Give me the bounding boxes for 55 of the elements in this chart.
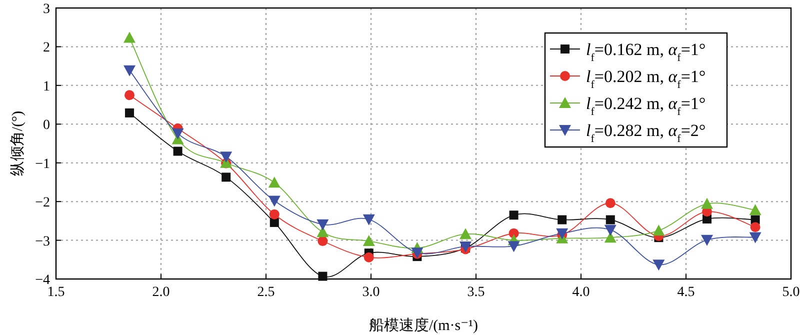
x-tick-label: 5.0 (782, 285, 800, 300)
point (750, 222, 760, 232)
y-tick-label: −1 (35, 156, 50, 172)
point (270, 218, 279, 227)
x-tick-label: 2.0 (152, 285, 170, 300)
point (652, 260, 665, 271)
legend-label: l$_{f}$=0.242 m, α$_{f}$=1° (586, 94, 706, 118)
point (509, 210, 518, 220)
x-tick-label: 4.5 (677, 285, 695, 300)
x-tick-label: 4.0 (572, 285, 590, 300)
point (605, 198, 616, 208)
point (362, 235, 375, 246)
point (606, 215, 615, 224)
point (558, 215, 567, 224)
point (318, 272, 328, 281)
x-axis-title: 船模速度/(m·s⁻¹) (368, 317, 478, 334)
y-tick-label: 2 (43, 40, 50, 56)
point (460, 228, 472, 240)
legend-label: l$_{f}$=0.162 m, α$_{f}$=1° (586, 40, 706, 64)
point (460, 241, 472, 252)
point (362, 214, 375, 226)
x-tick-label: 3.0 (362, 285, 380, 300)
point (124, 90, 134, 100)
point (222, 172, 231, 182)
y-tick-label: 3 (43, 2, 50, 17)
x-tick-label: 2.5 (257, 285, 275, 300)
y-tick-label: −2 (35, 196, 50, 211)
x-tick-label: 3.5 (467, 285, 485, 300)
point (269, 209, 280, 220)
point (268, 176, 280, 188)
point (124, 65, 136, 76)
point (220, 152, 232, 163)
point (701, 198, 713, 209)
point (268, 196, 280, 207)
y-tick-label: 0 (43, 118, 50, 134)
point (508, 241, 520, 252)
point (316, 219, 329, 230)
point (125, 108, 134, 118)
point (749, 232, 762, 244)
point (318, 236, 328, 246)
y-tick-label: −3 (35, 234, 50, 250)
y-axis-title: 纵倾角/(°) (9, 110, 26, 176)
point (364, 252, 374, 262)
point (749, 204, 762, 216)
y-tick-label: 1 (43, 79, 50, 94)
point (604, 224, 616, 236)
x-tick-label: 1.5 (47, 285, 65, 300)
legend-label: l$_{f}$=0.282 m, α$_{f}$=2° (586, 121, 706, 145)
point (172, 128, 184, 140)
point (124, 32, 136, 43)
legend-label: l$_{f}$=0.202 m, α$_{f}$=1° (586, 67, 706, 91)
point (173, 146, 182, 156)
point (652, 224, 665, 236)
point (701, 234, 713, 246)
y-tick-label: −4 (35, 273, 50, 288)
